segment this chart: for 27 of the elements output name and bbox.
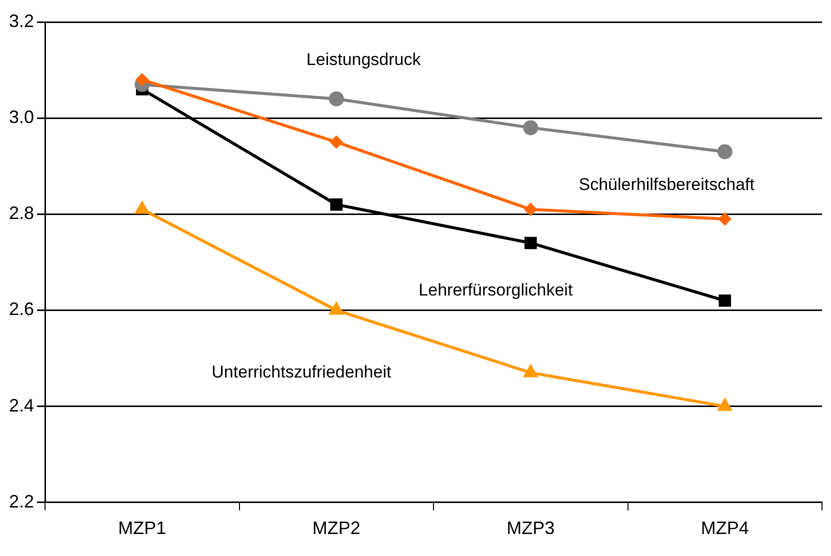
- y-tick-label: 2.2: [8, 491, 34, 512]
- point: [523, 364, 538, 378]
- point: [328, 302, 344, 315]
- point: [717, 398, 732, 411]
- point: [717, 144, 732, 160]
- x-tick-label: MZP3: [506, 518, 555, 538]
- point: [718, 294, 732, 307]
- point: [523, 120, 538, 136]
- x-tick-label: MZP1: [118, 518, 166, 538]
- series-label: Unterrichtszufriedenheit: [212, 362, 392, 382]
- point: [330, 136, 343, 149]
- point: [328, 91, 344, 106]
- y-tick-label: 3.0: [8, 107, 34, 128]
- point: [524, 236, 537, 250]
- y-tick-label: 3.2: [8, 10, 34, 31]
- point: [136, 73, 149, 86]
- series-label: Lehrerfürsorglichkeit: [418, 280, 573, 300]
- series-label: Schülerhilfsbereitschaft: [578, 175, 755, 194]
- point: [718, 212, 732, 226]
- y-tick-label: 2.6: [8, 299, 34, 320]
- point: [330, 198, 343, 211]
- y-tick-label: 2.8: [8, 203, 34, 224]
- x-tick-label: MZP4: [700, 518, 749, 538]
- x-tick-label: MZP2: [312, 518, 360, 538]
- y-tick-label: 2.4: [8, 395, 34, 416]
- series-label: Leistungsdruck: [306, 50, 422, 70]
- point: [524, 202, 538, 216]
